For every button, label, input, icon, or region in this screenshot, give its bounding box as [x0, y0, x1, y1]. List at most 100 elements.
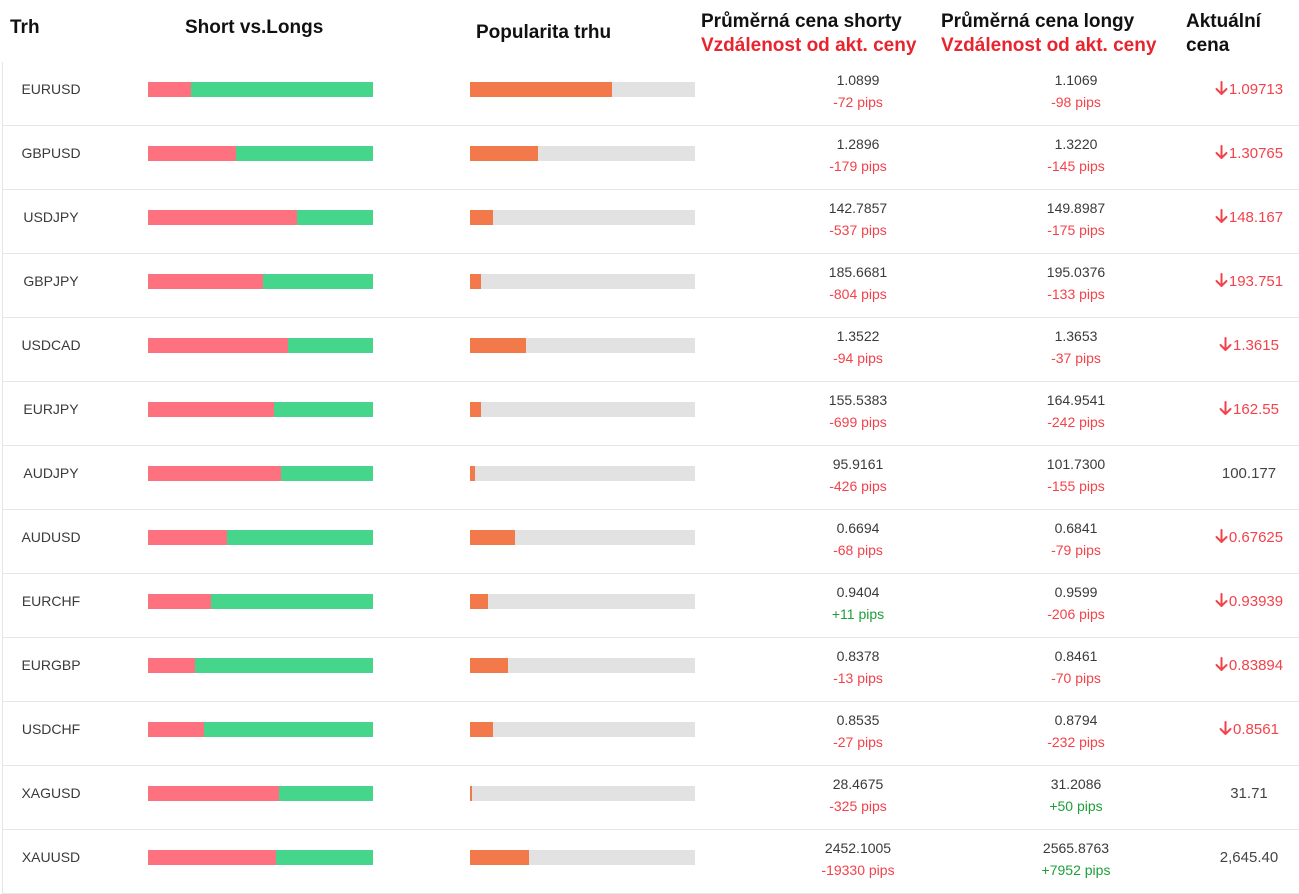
pair-symbol[interactable]: EURJPY	[23, 401, 79, 417]
pair-symbol[interactable]: XAGUSD	[21, 785, 81, 801]
long-avg-cell: 0.9599 -206 pips	[976, 581, 1176, 625]
long-avg-price: 0.6841	[1054, 520, 1098, 536]
short-avg-cell: 95.9161 -426 pips	[758, 453, 958, 497]
pair-symbol[interactable]: AUDJPY	[23, 465, 79, 481]
popularity-fill	[470, 466, 475, 481]
long-avg-cell: 1.3220 -145 pips	[976, 133, 1176, 177]
short-avg-cell: 185.6681 -804 pips	[758, 261, 958, 305]
table-row[interactable]: EURUSD 1.0899 -72 pips 1.1069 -98 pips 1…	[2, 62, 1299, 126]
current-price: 100.177	[1189, 446, 1299, 509]
arrow-down-icon	[1215, 593, 1228, 607]
popularity-bar	[470, 850, 695, 865]
popularity-fill	[470, 850, 529, 865]
arrow-down-icon	[1215, 145, 1228, 159]
short-vs-long-bar	[148, 338, 373, 353]
long-distance: -175 pips	[1047, 222, 1105, 238]
short-portion-bar	[148, 850, 277, 865]
long-distance: -70 pips	[1051, 670, 1101, 686]
pair-symbol[interactable]: EURUSD	[21, 81, 81, 97]
short-portion-bar	[148, 530, 227, 545]
popularity-bar	[470, 274, 695, 289]
current-price-value: 1.30765	[1228, 145, 1284, 162]
arrow-down-icon	[1215, 657, 1228, 671]
current-price-value: 0.83894	[1228, 657, 1284, 674]
short-vs-long-bar	[148, 786, 373, 801]
table-row[interactable]: EURCHF 0.9404 +11 pips 0.9599 -206 pips …	[2, 574, 1299, 638]
current-price-value: 31.71	[1230, 785, 1268, 802]
long-distance: -98 pips	[1051, 94, 1101, 110]
table-header: Trh Short vs.Longs Popularita trhu Průmě…	[0, 0, 1299, 62]
current-price: 2,645.40	[1189, 830, 1299, 893]
arrow-down-icon	[1215, 209, 1228, 223]
pair-symbol[interactable]: GBPJPY	[23, 273, 79, 289]
short-avg-cell: 2452.1005 -19330 pips	[758, 837, 958, 881]
short-avg-cell: 0.9404 +11 pips	[758, 581, 958, 625]
short-distance: -27 pips	[833, 734, 883, 750]
current-price: 1.09713	[1189, 62, 1299, 125]
table-row[interactable]: AUDUSD 0.6694 -68 pips 0.6841 -79 pips 0…	[2, 510, 1299, 574]
short-avg-cell: 142.7857 -537 pips	[758, 197, 958, 241]
arrow-down-icon	[1219, 401, 1232, 415]
long-avg-cell: 101.7300 -155 pips	[976, 453, 1176, 497]
short-vs-long-bar	[148, 466, 373, 481]
long-avg-price: 0.8794	[1054, 712, 1098, 728]
table-row[interactable]: EURGBP 0.8378 -13 pips 0.8461 -70 pips 0…	[2, 638, 1299, 702]
popularity-fill	[470, 210, 493, 225]
pair-symbol[interactable]: USDCHF	[21, 721, 81, 737]
short-distance: +11 pips	[831, 606, 885, 622]
short-avg-price: 2452.1005	[824, 840, 892, 856]
table-row[interactable]: AUDJPY 95.9161 -426 pips 101.7300 -155 p…	[2, 446, 1299, 510]
long-distance: -155 pips	[1047, 478, 1105, 494]
pair-symbol[interactable]: USDCAD	[21, 337, 81, 353]
table-row[interactable]: GBPUSD 1.2896 -179 pips 1.3220 -145 pips…	[2, 126, 1299, 190]
long-avg-cell: 1.3653 -37 pips	[976, 325, 1176, 369]
pair-symbol[interactable]: EURGBP	[21, 657, 81, 673]
short-avg-cell: 1.3522 -94 pips	[758, 325, 958, 369]
table-row[interactable]: XAUUSD 2452.1005 -19330 pips 2565.8763 +…	[2, 830, 1299, 894]
popularity-fill	[470, 402, 482, 417]
long-avg-price: 1.1069	[1054, 72, 1098, 88]
arrow-down-icon	[1215, 273, 1228, 287]
table-row[interactable]: GBPJPY 185.6681 -804 pips 195.0376 -133 …	[2, 254, 1299, 318]
pair-symbol[interactable]: XAUUSD	[21, 849, 81, 865]
long-avg-price: 0.9599	[1054, 584, 1098, 600]
popularity-bar	[470, 658, 695, 673]
short-avg-price: 0.8535	[836, 712, 880, 728]
header-short-dist-label: Vzdálenost od akt. ceny	[701, 35, 917, 56]
pair-symbol[interactable]: GBPUSD	[21, 145, 81, 161]
popularity-fill	[470, 594, 488, 609]
short-distance: -19330 pips	[821, 862, 895, 878]
pair-symbol[interactable]: USDJPY	[23, 209, 79, 225]
current-price: 31.71	[1189, 766, 1299, 829]
current-price: 1.3615	[1189, 318, 1299, 381]
short-distance: -537 pips	[829, 222, 887, 238]
popularity-fill	[470, 530, 515, 545]
table-row[interactable]: USDCHF 0.8535 -27 pips 0.8794 -232 pips …	[2, 702, 1299, 766]
table-row[interactable]: USDJPY 142.7857 -537 pips 149.8987 -175 …	[2, 190, 1299, 254]
short-avg-price: 0.9404	[836, 584, 880, 600]
table-row[interactable]: EURJPY 155.5383 -699 pips 164.9541 -242 …	[2, 382, 1299, 446]
long-avg-price: 1.3220	[1054, 136, 1098, 152]
pair-symbol[interactable]: AUDUSD	[21, 529, 81, 545]
current-price: 1.30765	[1189, 126, 1299, 189]
long-distance: -133 pips	[1047, 286, 1105, 302]
current-price-value: 100.177	[1221, 465, 1277, 482]
current-price: 193.751	[1189, 254, 1299, 317]
current-price-value: 148.167	[1228, 209, 1284, 226]
arrow-down-icon	[1215, 81, 1228, 95]
long-avg-cell: 2565.8763 +7952 pips	[976, 837, 1176, 881]
short-distance: -13 pips	[833, 670, 883, 686]
short-avg-cell: 1.2896 -179 pips	[758, 133, 958, 177]
current-price: 0.83894	[1189, 638, 1299, 701]
current-price-value: 1.09713	[1228, 81, 1284, 98]
popularity-bar	[470, 594, 695, 609]
long-avg-price: 101.7300	[1046, 456, 1106, 472]
short-avg-cell: 0.8535 -27 pips	[758, 709, 958, 753]
short-portion-bar	[148, 146, 236, 161]
pair-symbol[interactable]: EURCHF	[21, 593, 81, 609]
table-row[interactable]: USDCAD 1.3522 -94 pips 1.3653 -37 pips 1…	[2, 318, 1299, 382]
short-avg-price: 1.2896	[836, 136, 880, 152]
arrow-down-icon	[1219, 337, 1232, 351]
table-row[interactable]: XAGUSD 28.4675 -325 pips 31.2086 +50 pip…	[2, 766, 1299, 830]
short-vs-long-bar	[148, 146, 373, 161]
